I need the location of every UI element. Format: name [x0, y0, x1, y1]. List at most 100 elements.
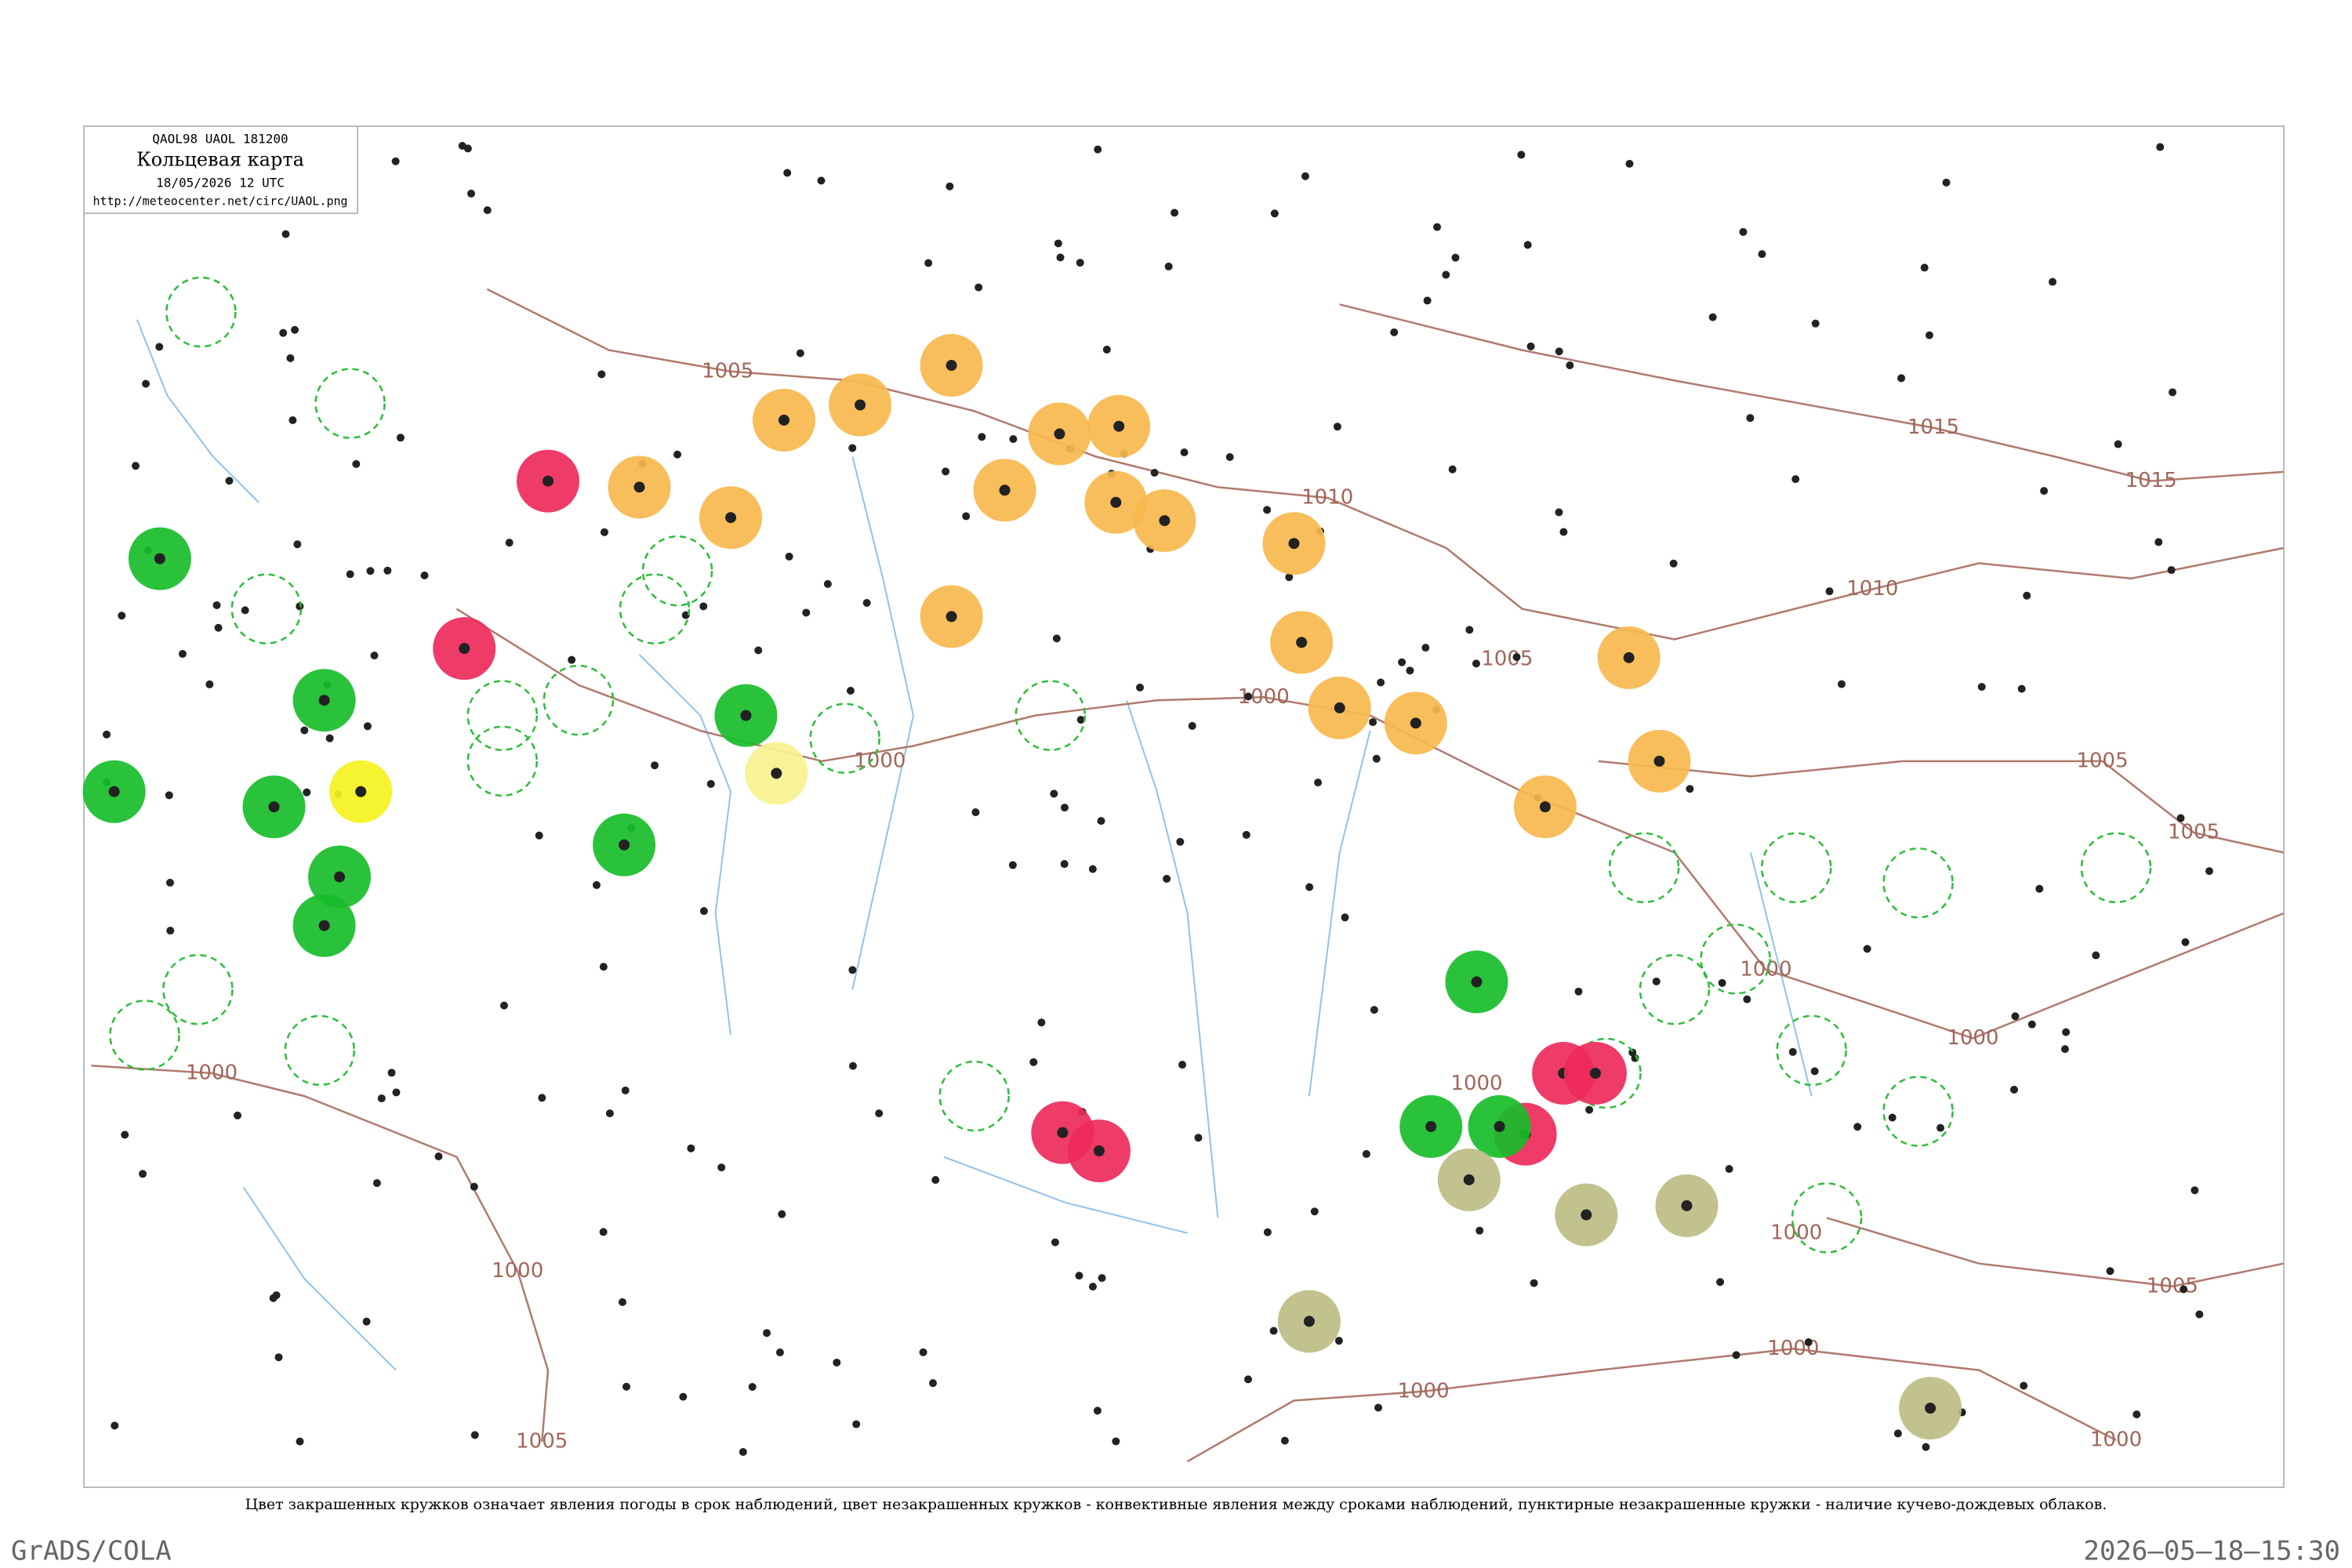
station: [1517, 151, 1526, 159]
station: [1263, 506, 1272, 514]
station: [165, 791, 173, 800]
station: [717, 1163, 726, 1172]
station: [1922, 1443, 1930, 1451]
station: [355, 786, 367, 797]
station: [118, 612, 126, 620]
station: [1539, 801, 1551, 813]
cb-circle: [938, 1060, 1010, 1132]
station: [1589, 1067, 1601, 1079]
station: [1555, 508, 1563, 517]
station: [846, 687, 855, 695]
station: [785, 552, 793, 561]
cb-circle: [1776, 1014, 1847, 1087]
station: [592, 880, 601, 889]
station: [1810, 1067, 1819, 1076]
station: [929, 1379, 938, 1388]
station: [286, 354, 295, 362]
header-title: Кольцевая карта: [136, 149, 304, 171]
station: [1681, 1200, 1693, 1211]
station: [1270, 209, 1279, 218]
cb-circle: [1700, 924, 1771, 995]
station: [1054, 239, 1062, 248]
station: [1333, 423, 1341, 431]
cb-circle: [284, 1014, 356, 1087]
station: [2169, 388, 2177, 397]
station: [1555, 347, 1563, 356]
station: [1559, 528, 1568, 536]
station: [783, 169, 792, 177]
isobar-label: 1000: [2090, 1428, 2142, 1451]
station: [483, 206, 492, 215]
station: [535, 831, 543, 840]
station: [289, 416, 297, 424]
station: [1159, 515, 1171, 527]
station: [1050, 789, 1058, 798]
station: [1425, 1120, 1437, 1132]
isobar: [1826, 1217, 2284, 1288]
station: [2011, 1012, 2020, 1021]
station: [363, 722, 372, 731]
station: [1442, 270, 1450, 279]
station: [1686, 785, 1694, 793]
station: [1523, 241, 1532, 249]
cb-circle: [1014, 680, 1087, 751]
isobar-label: 1000: [1947, 1026, 1998, 1050]
station: [775, 1348, 784, 1357]
station: [1051, 1238, 1059, 1247]
station: [618, 1298, 626, 1306]
isobar: [1598, 760, 2284, 854]
station: [1269, 1327, 1278, 1335]
station: [1372, 754, 1381, 763]
station: [2167, 566, 2176, 575]
river: [851, 456, 915, 990]
isobar-label: 1005: [2168, 821, 2220, 844]
station: [1303, 1316, 1315, 1327]
station: [1390, 328, 1399, 336]
station: [121, 1131, 129, 1139]
station: [1936, 1123, 1945, 1132]
station: [2180, 1285, 2188, 1294]
station: [1178, 1061, 1187, 1069]
station: [499, 1001, 508, 1010]
isobar-label: 1005: [516, 1429, 568, 1453]
station: [1088, 865, 1097, 873]
station: [296, 1437, 304, 1446]
river: [638, 654, 732, 1036]
header-url: http://meteocenter.net/circ/UAOL.png: [93, 194, 347, 209]
cb-circle: [314, 368, 386, 439]
station: [2020, 1381, 2028, 1390]
cb-circle: [466, 725, 539, 797]
station: [2040, 487, 2049, 495]
station: [681, 611, 690, 619]
station: [1150, 469, 1159, 477]
station: [971, 808, 980, 817]
station: [2060, 1045, 2069, 1054]
station: [1076, 259, 1084, 267]
station: [699, 907, 708, 916]
station: [848, 444, 857, 452]
station: [1585, 1105, 1594, 1114]
station: [1977, 683, 1986, 691]
station: [1310, 1207, 1319, 1216]
station: [975, 283, 983, 292]
station: [862, 599, 871, 608]
station: [796, 349, 804, 358]
station: [1301, 172, 1309, 180]
station: [1097, 817, 1105, 826]
station: [1708, 313, 1717, 321]
station: [2017, 684, 2026, 693]
header-code: QAOL98 UAOL 181200: [152, 132, 288, 147]
station: [1225, 453, 1234, 462]
cb-circle: [466, 680, 539, 751]
station: [673, 450, 682, 459]
station: [1625, 159, 1634, 168]
station: [1743, 995, 1751, 1004]
station: [1716, 1278, 1725, 1287]
station: [621, 1086, 630, 1094]
station: [622, 1382, 631, 1391]
station: [1176, 837, 1185, 846]
station: [2205, 867, 2214, 876]
station: [459, 643, 470, 655]
station: [1163, 874, 1171, 883]
